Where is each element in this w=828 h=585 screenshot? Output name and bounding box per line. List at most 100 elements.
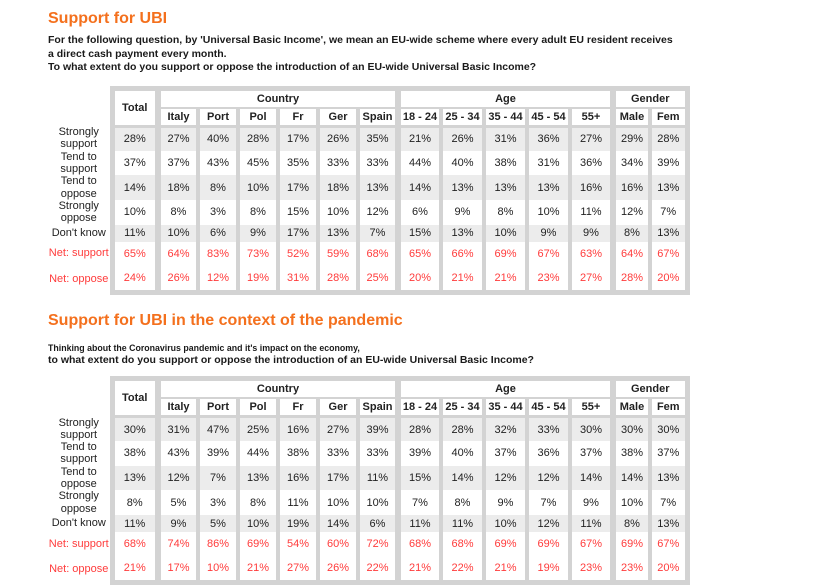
data-cell: 13% — [527, 175, 570, 200]
group-header-gender: Gender — [613, 379, 687, 399]
data-cell: 15% — [398, 466, 441, 491]
row-label: Net: support — [48, 242, 112, 266]
data-cell: 21% — [484, 266, 527, 293]
data-cell: 28% — [441, 417, 484, 442]
data-cell: 68% — [398, 532, 441, 556]
column-header: Fr — [278, 108, 318, 127]
data-cell: 8% — [613, 225, 650, 242]
data-cell: 16% — [278, 466, 318, 491]
data-cell: 36% — [527, 441, 570, 466]
data-cell: 5% — [198, 515, 238, 532]
row-label: Strongly support — [48, 126, 112, 151]
data-cell: 36% — [527, 126, 570, 151]
group-header-gender: Gender — [613, 88, 687, 108]
data-cell: 38% — [112, 441, 158, 466]
intro-line-1: For the following question, by 'Universa… — [48, 34, 828, 48]
column-header: 18 - 24 — [398, 108, 441, 127]
data-cell: 26% — [158, 266, 198, 293]
column-header: Spain — [358, 108, 398, 127]
data-cell: 37% — [484, 441, 527, 466]
data-cell: 12% — [358, 200, 398, 225]
data-cell: 6% — [398, 200, 441, 225]
data-cell: 9% — [527, 225, 570, 242]
data-cell: 20% — [398, 266, 441, 293]
data-cell: 17% — [278, 126, 318, 151]
data-cell: 11% — [570, 200, 613, 225]
data-cell: 12% — [198, 266, 238, 293]
data-cell: 54% — [278, 532, 318, 556]
data-cell: 8% — [158, 200, 198, 225]
data-cell: 28% — [318, 266, 358, 293]
data-cell: 36% — [570, 151, 613, 176]
data-cell: 14% — [613, 466, 650, 491]
data-cell: 9% — [238, 225, 278, 242]
data-cell: 28% — [112, 126, 158, 151]
data-cell: 30% — [112, 417, 158, 442]
data-cell: 33% — [358, 441, 398, 466]
data-cell: 12% — [158, 466, 198, 491]
group-header-age: Age — [398, 379, 613, 399]
intro-line-small: Thinking about the Coronavirus pandemic … — [48, 343, 828, 354]
data-cell: 9% — [441, 200, 484, 225]
data-cell: 69% — [484, 242, 527, 266]
row-label: Strongly oppose — [48, 490, 112, 515]
data-cell: 3% — [198, 490, 238, 515]
data-cell: 19% — [238, 266, 278, 293]
data-cell: 27% — [318, 417, 358, 442]
data-cell: 37% — [158, 151, 198, 176]
data-cell: 12% — [484, 466, 527, 491]
corner-spacer — [48, 398, 112, 417]
data-cell: 13% — [441, 225, 484, 242]
data-cell: 39% — [358, 417, 398, 442]
column-header: 35 - 44 — [484, 398, 527, 417]
data-cell: 33% — [527, 417, 570, 442]
data-cell: 18% — [158, 175, 198, 200]
column-header: Fem — [650, 398, 687, 417]
row-label: Strongly support — [48, 417, 112, 442]
data-cell: 86% — [198, 532, 238, 556]
group-header-country: Country — [158, 88, 398, 108]
data-cell: 14% — [318, 515, 358, 532]
row-label: Tend to oppose — [48, 175, 112, 200]
data-cell: 8% — [198, 175, 238, 200]
data-cell: 17% — [318, 466, 358, 491]
data-cell: 65% — [112, 242, 158, 266]
data-cell: 13% — [484, 175, 527, 200]
row-label: Don't know — [48, 225, 112, 242]
column-header: Fem — [650, 108, 687, 127]
data-cell: 39% — [650, 151, 687, 176]
data-cell: 9% — [158, 515, 198, 532]
data-cell: 15% — [278, 200, 318, 225]
column-header: 25 - 34 — [441, 398, 484, 417]
data-cell: 8% — [238, 490, 278, 515]
data-cell: 69% — [527, 532, 570, 556]
data-cell: 29% — [613, 126, 650, 151]
data-cell: 27% — [570, 266, 613, 293]
data-cell: 10% — [318, 200, 358, 225]
row-label: Strongly oppose — [48, 200, 112, 225]
data-cell: 10% — [238, 515, 278, 532]
data-cell: 20% — [650, 266, 687, 293]
data-cell: 31% — [527, 151, 570, 176]
intro-line-1: to what extent do you support or oppose … — [48, 354, 828, 368]
data-cell: 12% — [527, 466, 570, 491]
data-cell: 67% — [650, 242, 687, 266]
group-header-age: Age — [398, 88, 613, 108]
column-header: 45 - 54 — [527, 398, 570, 417]
column-header: 25 - 34 — [441, 108, 484, 127]
data-cell: 31% — [278, 266, 318, 293]
row-label: Tend to oppose — [48, 466, 112, 491]
data-cell: 11% — [278, 490, 318, 515]
data-cell: 38% — [484, 151, 527, 176]
data-cell: 3% — [198, 200, 238, 225]
data-cell: 74% — [158, 532, 198, 556]
data-cell: 68% — [358, 242, 398, 266]
data-cell: 21% — [441, 266, 484, 293]
data-cell: 33% — [318, 441, 358, 466]
